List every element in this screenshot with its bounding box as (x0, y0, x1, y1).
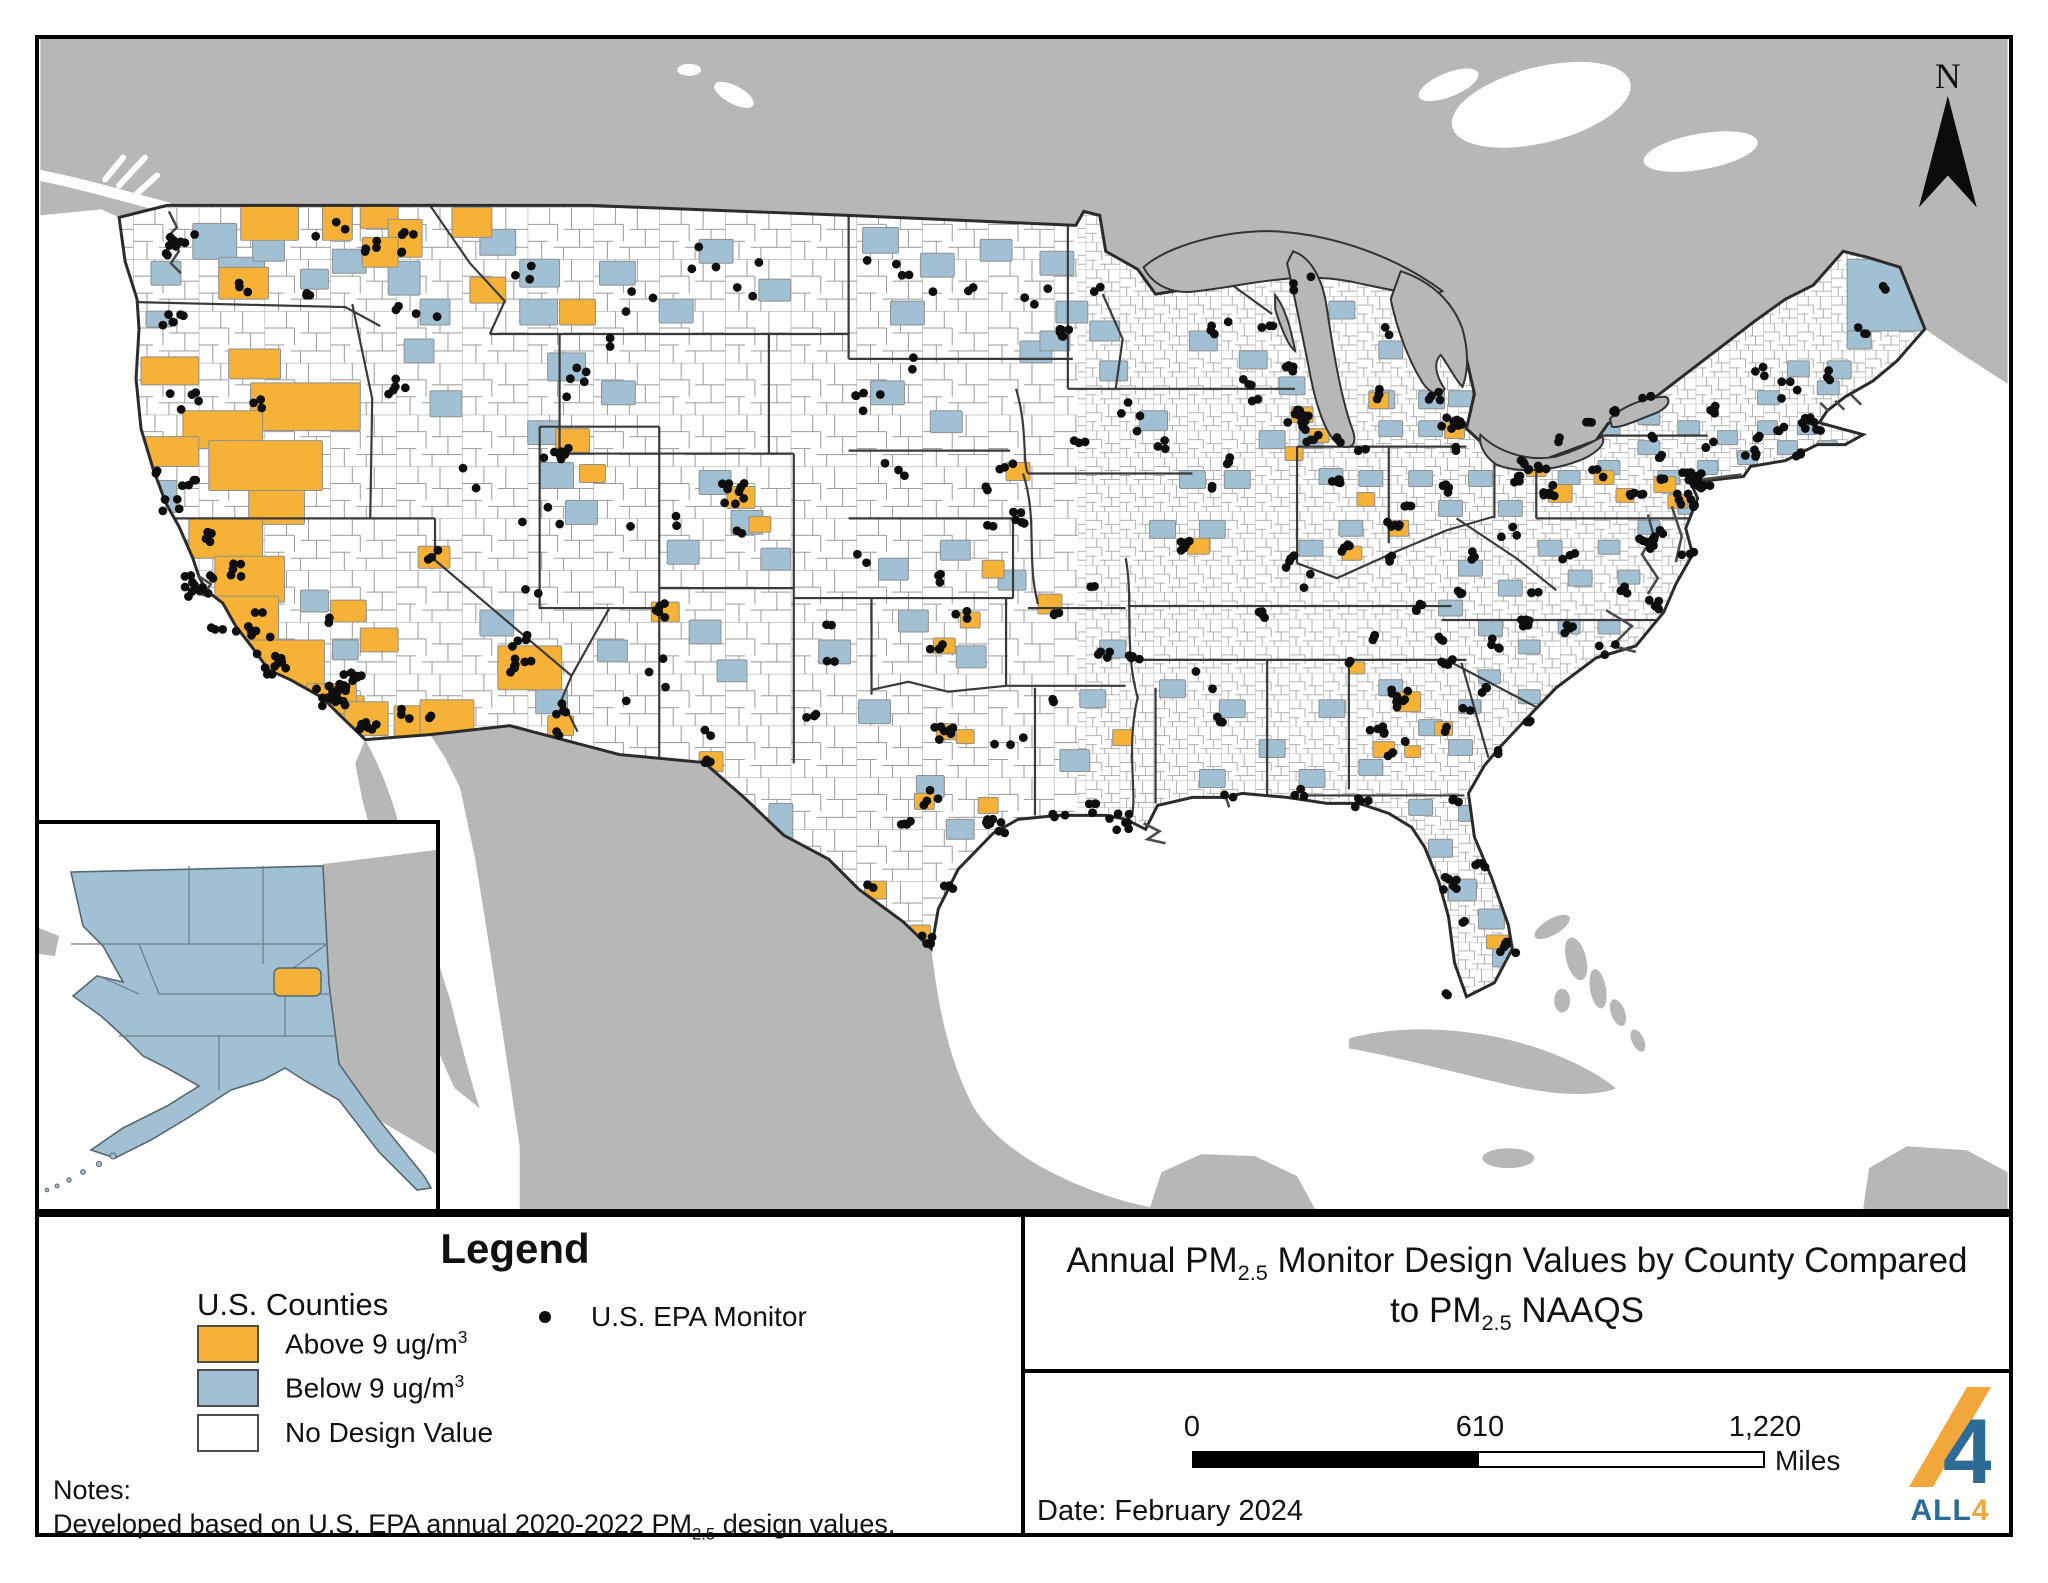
map-title-block: Annual PM2.5 Monitor Design Values by Co… (1025, 1217, 2009, 1373)
above-label: Above 9 ug/m (285, 1328, 458, 1360)
logo-word-all: ALL (1910, 1494, 1972, 1527)
scale-block: 0 610 1,220 Miles Date: February 2024 4 … (1025, 1373, 2009, 1537)
epa-monitor-layer (151, 217, 1890, 1000)
canadian-lake (1643, 131, 1758, 172)
scale-unit-label: Miles (1775, 1445, 1841, 1476)
alaska-canvas (39, 824, 436, 1209)
green-bay (1274, 292, 1297, 354)
map-title-line2: to PM2.5 NAAQS (1390, 1291, 1644, 1335)
legend-subtitle: U.S. Counties (197, 1287, 389, 1322)
north-arrow-icon (1918, 95, 1977, 208)
logo-blue-four: 4 (1943, 1401, 1991, 1487)
lake-ontario (1608, 395, 1670, 428)
logo-word-4: 4 (1971, 1494, 1990, 1527)
scale-bar (1192, 1451, 1765, 1468)
below-label-sup: 3 (454, 1371, 465, 1392)
alaska-russia-land (39, 928, 59, 956)
map-title-line1: Annual PM2.5 Monitor Design Values by Co… (1066, 1241, 1968, 1285)
notes-label: Notes: (53, 1475, 132, 1505)
lake-michigan (1286, 250, 1356, 448)
no-value-swatch (197, 1414, 259, 1452)
state-boundaries (137, 205, 1708, 816)
yucatan (1149, 1154, 1316, 1209)
date-text: Date: February 2024 (1037, 1495, 1303, 1527)
aleutian-islands (44, 1152, 117, 1193)
coastal-fjords (102, 154, 160, 197)
cuba (1348, 1029, 1616, 1094)
county-design-value-layer (140, 205, 1925, 968)
all4-logo: 4 ALL4 (1907, 1387, 1994, 1528)
canadian-lake (1418, 68, 1479, 102)
legend-title: Legend (440, 1225, 590, 1272)
great-lakes (1142, 230, 1670, 472)
north-arrow: N (1918, 56, 1977, 208)
north-arrow-label: N (1935, 56, 1961, 96)
above-swatch (197, 1325, 259, 1363)
lake-huron (1389, 269, 1468, 395)
mexico-landmass (430, 725, 1158, 1209)
scale-tick-0: 0 (1183, 1411, 1201, 1443)
above-label-sup: 3 (457, 1327, 468, 1348)
bahamas-islands (1534, 914, 1646, 1052)
alaska-borough-lines (71, 866, 335, 1090)
monitor-label: U.S. EPA Monitor (591, 1301, 807, 1332)
jamaica (1482, 1148, 1535, 1169)
logo-yellow-slash (1909, 1387, 1991, 1487)
alaska-inset-map (35, 820, 440, 1213)
canadian-lake (677, 63, 702, 76)
canadian-lake (714, 81, 754, 108)
legend-item-above: Above 9 ug/m3 (197, 1325, 467, 1363)
scale-bar-filled-half (1194, 1453, 1479, 1466)
alaska-landmass (70, 865, 433, 1191)
all4-logo-mark: 4 (1909, 1387, 1994, 1503)
gulf-of-st-lawrence (1451, 61, 1631, 148)
below-swatch (197, 1369, 259, 1407)
legend-item-no-value: No Design Value (197, 1414, 493, 1452)
scale-tick-610: 610 (1455, 1411, 1505, 1443)
alaska-canada-land (323, 850, 436, 1154)
legend-panel: Legend U.S. Counties Above 9 ug/m3 Below… (35, 1213, 1025, 1543)
hispaniola (1863, 1146, 2008, 1209)
no-value-label: No Design Value (285, 1417, 494, 1448)
scale-tick-1220: 1,220 (1728, 1411, 1802, 1443)
alaska-above-county (273, 967, 322, 997)
lake-erie (1479, 432, 1605, 472)
below-label: Below 9 ug/m (285, 1372, 455, 1404)
monitor-dot-icon (539, 1311, 551, 1323)
notes-text: Developed based on U.S. EPA annual 2020-… (53, 1509, 896, 1544)
legend-item-below: Below 9 ug/m3 (197, 1369, 464, 1407)
strait-of-juan-de-fuca (39, 170, 173, 213)
title-panel: Annual PM2.5 Monitor Design Values by Co… (1021, 1213, 2013, 1537)
legend-item-monitor: U.S. EPA Monitor (539, 1301, 807, 1333)
